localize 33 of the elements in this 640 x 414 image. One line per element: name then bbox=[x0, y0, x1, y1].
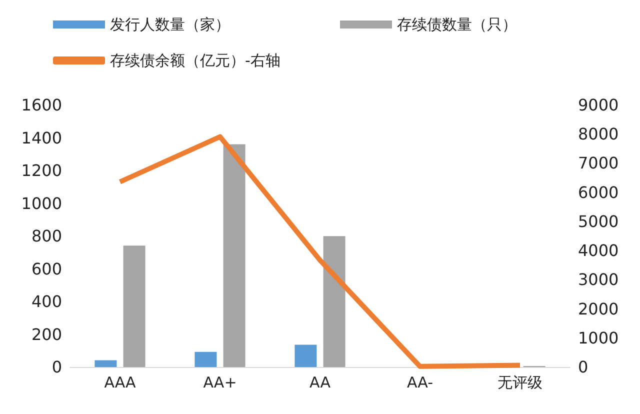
y2-tick-label: 2000 bbox=[578, 299, 619, 318]
x-tick-label: AAA bbox=[104, 374, 137, 392]
y2-tick-label: 5000 bbox=[578, 212, 619, 231]
legend-label: 存续债数量（只） bbox=[397, 16, 517, 34]
bar bbox=[123, 246, 146, 367]
x-tick-label: AA bbox=[310, 374, 332, 392]
bar bbox=[323, 236, 346, 367]
y-tick-label: 200 bbox=[31, 324, 62, 344]
y-tick-label: 400 bbox=[31, 292, 62, 311]
x-tick-label: AA- bbox=[406, 374, 434, 392]
y-tick-label: 1400 bbox=[21, 128, 62, 148]
y2-tick-label: 0 bbox=[578, 358, 588, 376]
x-tick-label: AA+ bbox=[203, 374, 237, 392]
y2-tick-label: 3000 bbox=[578, 270, 619, 290]
x-tick-label: 无评级 bbox=[498, 374, 542, 392]
legend-label: 发行人数量（家） bbox=[110, 16, 230, 34]
y2-tick-label: 1000 bbox=[578, 328, 619, 348]
y2-tick-label: 7000 bbox=[578, 154, 619, 173]
y2-tick-label: 9000 bbox=[578, 96, 619, 114]
y2-tick-label: 8000 bbox=[578, 124, 619, 144]
y-tick-label: 800 bbox=[31, 226, 62, 246]
bar bbox=[294, 344, 317, 367]
y2-tick-label: 4000 bbox=[578, 241, 619, 260]
legend-label: 存续债余额（亿元）-右轴 bbox=[110, 52, 280, 70]
y-tick-label: 1600 bbox=[21, 96, 62, 114]
y-tick-label: 0 bbox=[52, 358, 62, 376]
bar bbox=[194, 352, 217, 367]
y-tick-label: 600 bbox=[31, 259, 62, 278]
y-tick-label: 1000 bbox=[21, 194, 62, 213]
bar bbox=[223, 144, 246, 367]
y-tick-label: 1200 bbox=[21, 161, 62, 180]
y2-tick-label: 6000 bbox=[578, 182, 619, 202]
bar bbox=[94, 360, 117, 367]
